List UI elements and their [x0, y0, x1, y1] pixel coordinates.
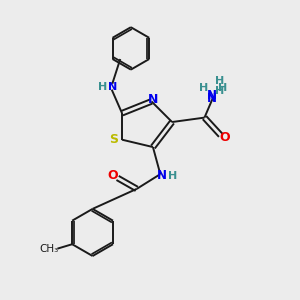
Text: N: N: [207, 92, 217, 105]
Text: N: N: [157, 169, 167, 182]
Text: N: N: [207, 89, 217, 102]
Text: H: H: [215, 86, 224, 96]
Text: H: H: [215, 76, 224, 86]
Text: H: H: [218, 82, 227, 93]
Text: H: H: [199, 82, 208, 93]
Text: H: H: [168, 171, 177, 181]
Text: S: S: [109, 133, 118, 146]
Text: H: H: [98, 82, 107, 92]
Text: N: N: [148, 93, 158, 106]
Text: CH₃: CH₃: [40, 244, 59, 254]
Text: O: O: [107, 169, 118, 182]
Text: O: O: [220, 131, 230, 144]
Text: N: N: [108, 82, 117, 92]
